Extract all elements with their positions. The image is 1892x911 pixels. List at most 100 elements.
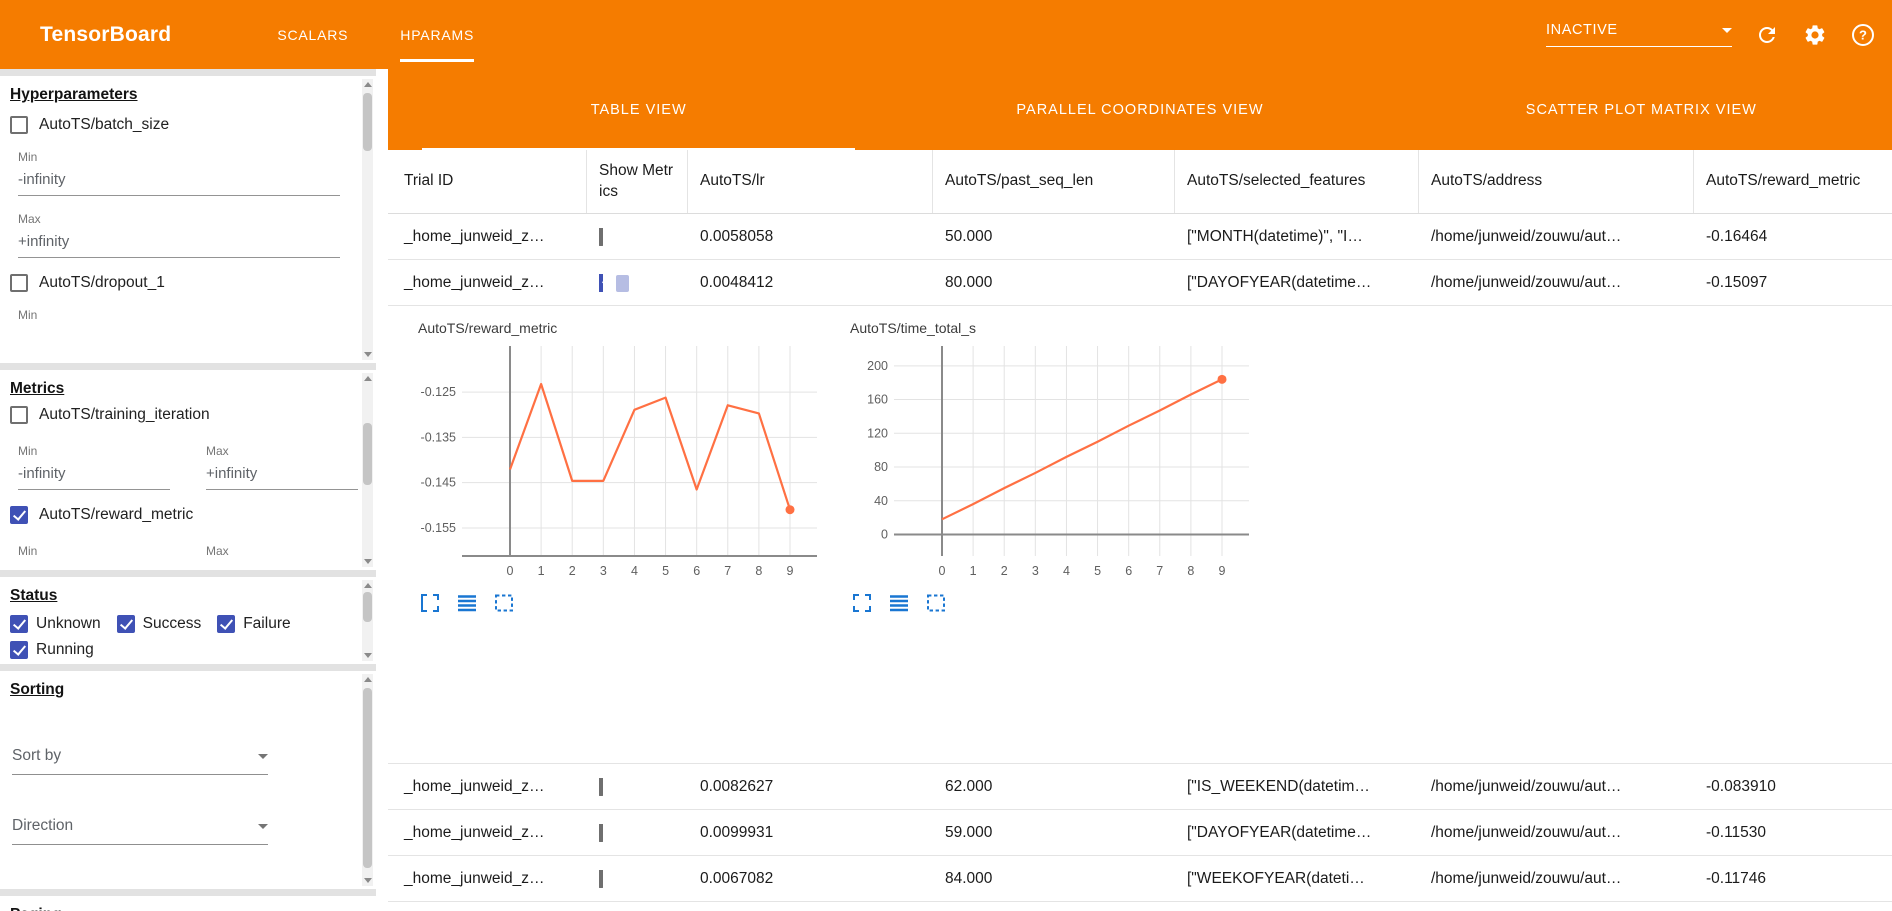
refresh-icon[interactable] xyxy=(1754,22,1780,48)
tab-hparams[interactable]: HPARAMS xyxy=(374,0,500,69)
app-title: TensorBoard xyxy=(40,22,172,46)
help-icon[interactable]: ? xyxy=(1850,22,1876,48)
scroll-thumb[interactable] xyxy=(363,688,372,868)
expand-chart-icon[interactable] xyxy=(852,593,872,613)
table-row[interactable]: _home_junweid_z… 0.0067082 84.000 ["WEEK… xyxy=(388,856,1892,902)
unknown-label: Unknown xyxy=(36,615,101,632)
show-metrics-checkbox[interactable] xyxy=(599,823,603,842)
running-checkbox[interactable] xyxy=(10,641,28,659)
min-input[interactable]: -infinity xyxy=(18,171,340,196)
header-actions: INACTIVE ? xyxy=(1546,22,1882,48)
scroll-down-icon[interactable] xyxy=(363,653,372,658)
training-iteration-checkbox[interactable] xyxy=(10,406,28,424)
table-row[interactable]: _home_junweid_z… 0.0058058 50.000 ["MONT… xyxy=(388,214,1892,260)
batch-size-checkbox[interactable] xyxy=(10,116,28,134)
toggle-axis-icon[interactable] xyxy=(889,593,909,613)
scroll-thumb[interactable] xyxy=(363,423,372,485)
app-header: TensorBoard SCALARS HPARAMS INACTIVE ? xyxy=(0,0,1892,69)
table-view-content: Trial ID Show Metrics AutoTS/lr AutoTS/p… xyxy=(388,150,1892,911)
scrollbar[interactable] xyxy=(362,373,373,567)
svg-text:8: 8 xyxy=(1187,564,1194,578)
scroll-thumb[interactable] xyxy=(363,93,372,151)
reward-metric-label: AutoTS/reward_metric xyxy=(39,506,194,523)
scrollbar[interactable] xyxy=(362,580,373,661)
show-metrics-checkbox[interactable] xyxy=(599,777,603,796)
col-past-seq-len[interactable]: AutoTS/past_seq_len xyxy=(933,150,1175,213)
settings-gear-icon[interactable] xyxy=(1802,22,1828,48)
scroll-down-icon[interactable] xyxy=(363,352,372,357)
status-failure[interactable]: Failure xyxy=(217,615,291,633)
sort-by-select[interactable]: Sort by xyxy=(12,747,268,775)
tab-parallel-coordinates-view[interactable]: PARALLEL COORDINATES VIEW xyxy=(1016,101,1264,118)
reward-metric-range: Min Max xyxy=(10,534,348,565)
col-reward-metric[interactable]: AutoTS/reward_metric xyxy=(1706,172,1861,190)
scrollbar[interactable] xyxy=(362,674,373,886)
scroll-up-icon[interactable] xyxy=(363,82,372,87)
min-input[interactable]: -infinity xyxy=(18,465,170,490)
scroll-thumb[interactable] xyxy=(363,592,372,622)
scroll-up-icon[interactable] xyxy=(363,677,372,682)
max-input[interactable]: +infinity xyxy=(18,233,340,258)
show-metrics-checkbox[interactable] xyxy=(599,227,603,246)
svg-text:4: 4 xyxy=(1063,564,1070,578)
dropout-checkbox[interactable] xyxy=(10,274,28,292)
hparam-dropout-row[interactable]: AutoTS/dropout_1 xyxy=(10,274,348,292)
svg-text:?: ? xyxy=(1859,27,1867,42)
reload-status-dropdown[interactable]: INACTIVE xyxy=(1546,22,1732,47)
metric-training-iteration-row[interactable]: AutoTS/training_iteration xyxy=(10,406,348,424)
paging-section: Paging xyxy=(0,896,376,911)
svg-text:3: 3 xyxy=(600,564,607,578)
sorting-heading: Sorting xyxy=(10,681,65,698)
scroll-down-icon[interactable] xyxy=(363,559,372,564)
paging-heading: Paging xyxy=(10,906,348,911)
scroll-up-icon[interactable] xyxy=(363,376,372,381)
toggle-axis-icon[interactable] xyxy=(457,593,477,613)
reward-metric-checkbox[interactable] xyxy=(10,506,28,524)
table-row[interactable]: _home_junweid_z… 0.0048412 80.000 ["DAYO… xyxy=(388,260,1892,306)
status-checkboxes-row2: Running xyxy=(10,641,348,659)
failure-checkbox[interactable] xyxy=(217,615,236,633)
direction-select[interactable]: Direction xyxy=(12,817,268,845)
status-running[interactable]: Running xyxy=(10,641,94,659)
unknown-checkbox[interactable] xyxy=(10,615,28,633)
status-success[interactable]: Success xyxy=(116,615,201,633)
reset-zoom-icon[interactable] xyxy=(494,593,514,613)
svg-text:4: 4 xyxy=(631,564,638,578)
scroll-up-icon[interactable] xyxy=(363,583,372,588)
svg-text:2: 2 xyxy=(569,564,576,578)
show-metrics-checkbox[interactable] xyxy=(599,869,603,888)
success-checkbox[interactable] xyxy=(116,615,135,633)
col-address[interactable]: AutoTS/address xyxy=(1419,150,1694,213)
trial-id-cell: _home_junweid_z… xyxy=(404,273,545,291)
tab-scalars[interactable]: SCALARS xyxy=(277,26,349,43)
show-metrics-checkbox[interactable] xyxy=(599,273,603,292)
time-total-line-chart[interactable]: 0 40 80 120 160 200 0 1 2 3 4 5 6 7 8 9 xyxy=(850,338,1262,588)
max-input[interactable]: +infinity xyxy=(206,465,358,490)
scrollbar[interactable] xyxy=(362,79,373,360)
tab-scatter-plot-matrix-view[interactable]: SCATTER PLOT MATRIX VIEW xyxy=(1525,101,1757,118)
expand-chart-icon[interactable] xyxy=(420,593,440,613)
show-metrics-cell xyxy=(587,227,688,246)
lr-cell: 0.0082627 xyxy=(700,777,774,795)
metric-reward-row[interactable]: AutoTS/reward_metric xyxy=(10,506,348,524)
past-seq-len-cell: 62.000 xyxy=(945,777,993,795)
address-cell: /home/junweid/zouwu/aut… xyxy=(1431,823,1622,841)
dropout-label: AutoTS/dropout_1 xyxy=(39,274,165,291)
tab-table-view[interactable]: TABLE VIEW xyxy=(388,69,889,150)
status-unknown[interactable]: Unknown xyxy=(10,615,101,633)
sorting-section: Sorting Sort by Direction xyxy=(0,671,376,889)
col-show-metrics[interactable]: Show Metrics xyxy=(587,150,688,213)
hparam-batch-size-row[interactable]: AutoTS/batch_size xyxy=(10,116,348,134)
selected-features-cell: ["IS_WEEKEND(datetim… xyxy=(1187,777,1370,795)
col-lr[interactable]: AutoTS/lr xyxy=(688,150,933,213)
reset-zoom-icon[interactable] xyxy=(926,593,946,613)
col-selected-features[interactable]: AutoTS/selected_features xyxy=(1175,150,1419,213)
time-total-chart-block: AutoTS/time_total_s 0 40 80 120 160 200 0 1 2 3 4 5… xyxy=(850,320,1268,613)
svg-text:120: 120 xyxy=(867,426,888,440)
table-row[interactable]: _home_junweid_z… 0.0099931 59.000 ["DAYO… xyxy=(388,810,1892,856)
table-row[interactable]: _home_junweid_z… 0.0082627 62.000 ["IS_W… xyxy=(388,764,1892,810)
reward-metric-line-chart[interactable]: -0.125 -0.135 -0.145 -0.155 0 1 2 3 4 5 6 7 8 9 xyxy=(418,338,830,588)
reward-metric-cell: -0.15097 xyxy=(1706,273,1768,291)
scroll-down-icon[interactable] xyxy=(363,878,372,883)
col-trial-id[interactable]: Trial ID xyxy=(388,150,587,213)
